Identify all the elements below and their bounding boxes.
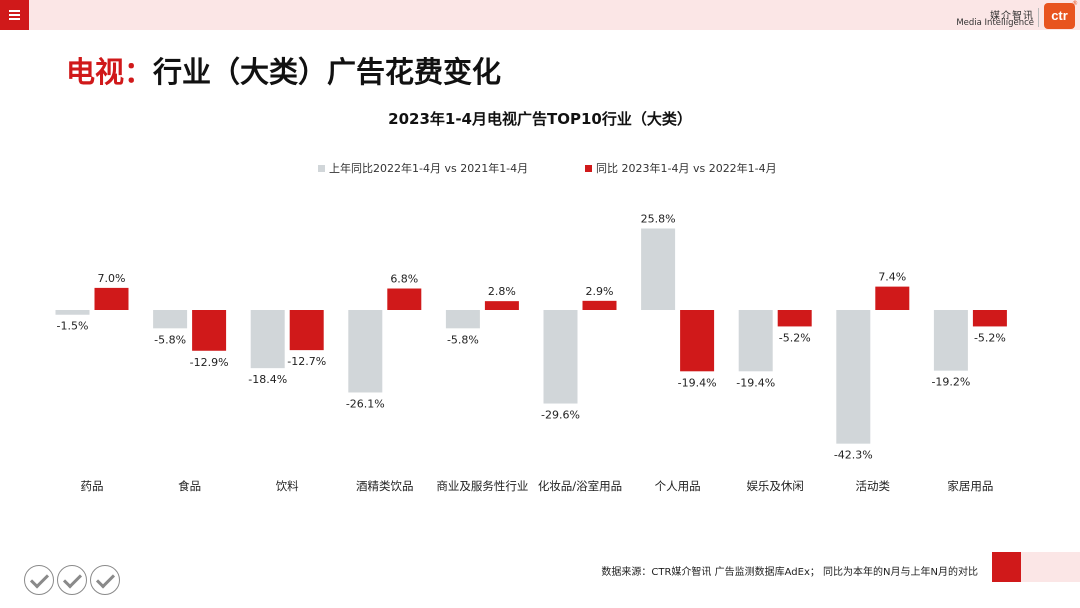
category-label: 家居用品: [947, 479, 993, 493]
logo-en-text: Media Intelligence: [956, 18, 1034, 28]
bar-prev-year: [543, 310, 578, 404]
category-label: 商业及服务性行业: [436, 479, 528, 493]
data-label: -18.4%: [248, 373, 287, 386]
category-label: 酒精类饮品: [356, 479, 414, 493]
legend-swatch-grey: [318, 165, 325, 172]
data-label: 7.0%: [98, 272, 126, 285]
bar-current-year: [777, 310, 812, 327]
bar-current-year: [94, 287, 129, 310]
data-label: 7.4%: [878, 271, 906, 284]
bar-prev-year: [153, 310, 188, 329]
legend-item-current-year: 同比 2023年1-4月 vs 2022年1-4月: [585, 160, 777, 176]
bar-current-year: [289, 310, 324, 351]
data-label: 2.9%: [586, 285, 614, 298]
legend-label: 同比 2023年1-4月 vs 2022年1-4月: [596, 162, 777, 175]
page-title-main: 行业（大类）广告花费变化: [153, 55, 502, 89]
category-label: 食品: [178, 479, 201, 493]
data-label: 25.8%: [641, 212, 676, 225]
sgs-seal-icon: [57, 565, 87, 595]
certification-seals: [24, 563, 122, 598]
data-label: -19.4%: [736, 376, 775, 389]
menu-button[interactable]: [0, 0, 29, 30]
category-label: 个人用品: [655, 479, 701, 493]
data-label: -5.2%: [974, 331, 1006, 344]
bar-prev-year: [55, 310, 90, 315]
bar-current-year: [582, 300, 617, 310]
data-label: -5.2%: [779, 331, 811, 344]
data-label: -19.4%: [678, 376, 717, 389]
category-label: 药品: [81, 479, 104, 493]
menu-icon: [9, 10, 20, 12]
chart-title: 2023年1-4月电视广告TOP10行业（大类）: [388, 110, 692, 128]
page-title: 电视：行业（大类）广告花费变化: [66, 49, 501, 91]
category-label: 饮料: [276, 479, 299, 493]
data-label: -5.8%: [447, 333, 479, 346]
data-label: -42.3%: [834, 449, 873, 462]
data-label: -5.8%: [154, 333, 186, 346]
bar-current-year: [875, 286, 910, 310]
data-label: -12.9%: [190, 356, 229, 369]
category-label: 化妆品/浴室用品: [538, 479, 622, 493]
data-label: -26.1%: [346, 397, 385, 410]
bar-prev-year: [348, 310, 383, 393]
page-title-prefix: 电视：: [66, 55, 154, 89]
data-label: -19.2%: [931, 376, 970, 389]
footer-red-block: [992, 552, 1021, 582]
bar-prev-year: [445, 310, 480, 329]
ctr-logo: ctr: [1044, 3, 1075, 29]
logo-divider: [1038, 8, 1039, 27]
header-band: [0, 0, 1080, 30]
category-label: 活动类: [856, 479, 891, 493]
bar-current-year: [484, 301, 519, 310]
bar-current-year: [972, 310, 1007, 327]
bar-current-year: [387, 288, 422, 310]
bar-current-year: [192, 310, 227, 351]
bar-prev-year: [641, 228, 676, 310]
data-label: -12.7%: [287, 355, 326, 368]
bar-prev-year: [933, 310, 968, 371]
bar-current-year: [680, 310, 715, 372]
data-label: -1.5%: [57, 320, 89, 333]
logo-cn-text: 媒介智讯: [990, 11, 1034, 22]
data-label: -29.6%: [541, 409, 580, 422]
data-label: 6.8%: [390, 273, 418, 286]
registered-mark-icon: ®: [1072, 0, 1078, 7]
sgs-seal-icon: [24, 565, 54, 595]
source-note: 数据来源：CTR媒介智讯 广告监测数据库AdEx； 同比为本年的N月与上年N月的…: [601, 567, 978, 578]
bar-prev-year: [738, 310, 773, 372]
sgs-seal-icon: [90, 565, 120, 595]
legend-item-prev-year: 上年同比2022年1-4月 vs 2021年1-4月: [318, 160, 528, 176]
category-label: 娱乐及休闲: [746, 479, 804, 493]
legend-swatch-red: [585, 165, 592, 172]
legend-label: 上年同比2022年1-4月 vs 2021年1-4月: [329, 162, 529, 175]
bar-prev-year: [250, 310, 285, 369]
data-label: 2.8%: [488, 285, 516, 298]
bar-prev-year: [836, 310, 871, 444]
